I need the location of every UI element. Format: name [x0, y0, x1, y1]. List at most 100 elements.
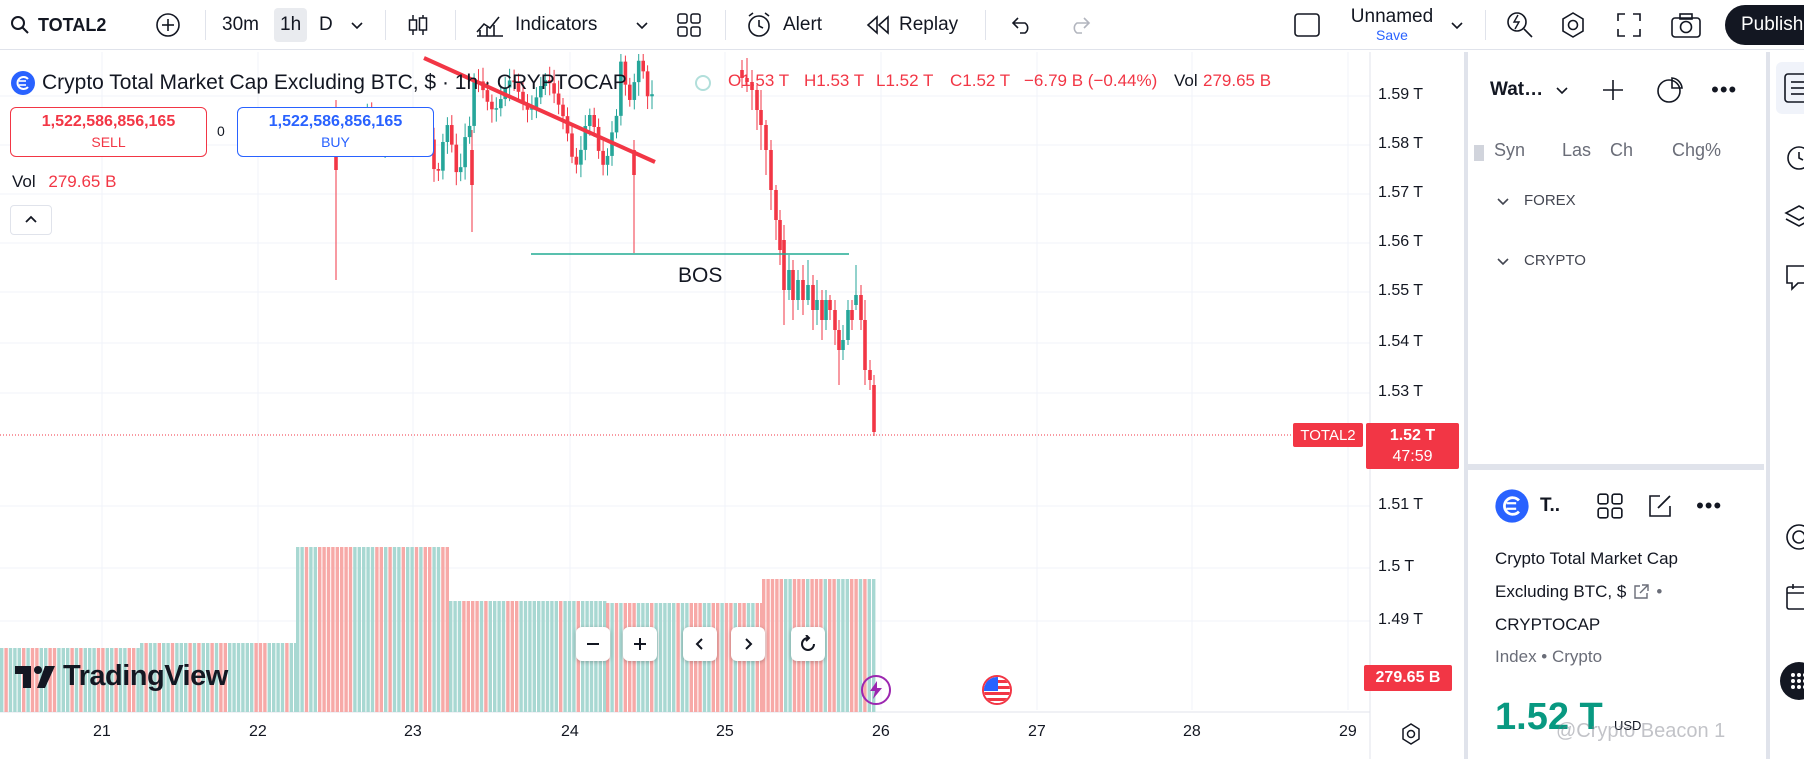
column-change[interactable]: Ch — [1610, 140, 1634, 160]
indicators-button[interactable]: Indicators — [475, 0, 597, 50]
volume-bar — [272, 643, 276, 712]
volume-bar — [17, 648, 21, 712]
volume-bar — [488, 601, 492, 712]
layout-checkbox[interactable] — [1293, 0, 1321, 50]
volume-bar — [88, 648, 92, 712]
sell-button[interactable]: 1,522,586,856,165 SELL — [10, 107, 207, 157]
interval-dropdown[interactable] — [350, 0, 364, 50]
minus-icon — [587, 643, 599, 645]
snapshot-button[interactable] — [1670, 0, 1702, 50]
chat-icon[interactable] — [1784, 262, 1804, 292]
volume-price-tag: 279.65 B — [1364, 665, 1452, 691]
indicators-dropdown[interactable] — [635, 0, 649, 50]
panel-divider[interactable] — [1468, 464, 1764, 470]
volume-bar — [331, 547, 335, 712]
interval-d[interactable]: D — [319, 14, 333, 35]
bos-label[interactable]: BOS — [678, 264, 723, 287]
volume-bar — [462, 601, 466, 712]
event-us-flag-icon[interactable] — [982, 675, 1012, 705]
scroll-handle[interactable] — [1474, 145, 1484, 161]
symbol-search[interactable]: TOTAL2 — [10, 0, 106, 50]
scroll-left-button[interactable] — [683, 627, 717, 661]
layout-name-button[interactable]: Unnamed Save — [1342, 6, 1442, 43]
edit-icon[interactable] — [1646, 492, 1674, 520]
fullscreen-button[interactable] — [1616, 0, 1642, 50]
collapse-legend-button[interactable] — [10, 205, 52, 235]
time-axis-settings-button[interactable] — [1398, 721, 1424, 752]
volume-bar — [449, 601, 453, 712]
more-options-icon[interactable]: ••• — [1711, 77, 1738, 102]
interval-30m[interactable]: 30m — [222, 14, 259, 35]
volume-bar — [828, 579, 832, 712]
candle-body — [494, 108, 499, 110]
buy-button[interactable]: 1,522,586,856,165 BUY — [237, 107, 434, 157]
volume-bar — [105, 648, 109, 712]
watchlist-title[interactable]: Wat… — [1490, 79, 1544, 100]
candle-body — [850, 310, 854, 320]
trend-line[interactable] — [423, 56, 656, 164]
interval-1h[interactable]: 1h — [274, 0, 308, 50]
templates-button[interactable] — [676, 0, 702, 50]
pie-chart-icon[interactable] — [1655, 75, 1685, 105]
candle-body — [854, 295, 858, 305]
volume-bar — [537, 601, 541, 712]
column-symbol[interactable]: Syn — [1494, 140, 1526, 160]
details-symbol[interactable]: T.. — [1540, 495, 1561, 516]
volume-bar — [61, 648, 65, 712]
volume-bar — [79, 648, 83, 712]
volume-bar — [96, 648, 101, 712]
watchlist-header: Wat… ••• — [1490, 72, 1760, 108]
sell-price: 1,522,586,856,165 — [41, 113, 176, 130]
bar-countdown: 47:59 — [1392, 448, 1433, 465]
apps-button[interactable] — [1780, 662, 1804, 700]
price-axis-label: 1.49 T — [1378, 611, 1424, 628]
calendar-icon[interactable] — [1784, 582, 1804, 612]
candle-body — [512, 80, 516, 83]
indicators-icon — [476, 16, 503, 37]
chart-pane[interactable]: BOS — [0, 52, 1460, 759]
layout-dropdown[interactable] — [1450, 0, 1464, 50]
volume-bar — [184, 643, 188, 712]
target-icon[interactable] — [1784, 522, 1804, 552]
volume-legend: Vol 279.65 B — [12, 172, 116, 192]
chart-canvas[interactable] — [0, 52, 1460, 759]
section-crypto[interactable]: CRYPTO — [1496, 252, 1586, 269]
compare-button[interactable] — [155, 0, 181, 50]
chart-type-button[interactable] — [405, 0, 431, 50]
column-change-pct[interactable]: Chg% — [1672, 140, 1722, 160]
undo-button[interactable] — [1010, 0, 1034, 50]
quick-search-button[interactable] — [1505, 0, 1535, 50]
volume-bar — [766, 579, 770, 712]
candle-body — [490, 101, 494, 110]
section-forex[interactable]: FOREX — [1496, 192, 1576, 209]
reset-chart-button[interactable] — [791, 627, 825, 661]
alert-button[interactable]: Alert — [745, 0, 822, 50]
candle-body — [556, 93, 561, 105]
event-lightning-icon[interactable] — [861, 675, 891, 705]
external-link-icon[interactable] — [1632, 583, 1650, 601]
layers-icon[interactable] — [1784, 202, 1804, 232]
column-last[interactable]: Las — [1562, 140, 1592, 160]
more-options-icon[interactable]: ••• — [1696, 493, 1723, 518]
volume-bar — [471, 601, 475, 712]
chevron-down-icon[interactable] — [1555, 83, 1569, 97]
legend-title[interactable]: Crypto Total Market Cap Excluding BTC, $… — [42, 71, 627, 94]
add-symbol-icon[interactable] — [1601, 78, 1625, 102]
volume-bar — [57, 648, 61, 712]
replay-button[interactable]: Replay — [865, 0, 958, 50]
candle-body — [458, 167, 463, 173]
zoom-in-button[interactable] — [623, 627, 657, 661]
candle-body — [755, 90, 759, 110]
publish-button[interactable]: Publish — [1725, 5, 1804, 45]
grid-icon[interactable] — [1596, 492, 1624, 520]
watchlist-tab-button[interactable] — [1776, 62, 1804, 114]
volume-bar — [366, 547, 370, 712]
redo-button[interactable] — [1068, 0, 1092, 50]
scroll-right-button[interactable] — [731, 627, 765, 661]
settings-button[interactable] — [1558, 0, 1588, 50]
details-exchange[interactable]: CRYPTOCAP — [1495, 615, 1601, 634]
volume-bar — [663, 603, 667, 712]
tradingview-logo[interactable]: TradingView — [15, 660, 228, 693]
alarm-icon[interactable] — [1784, 142, 1804, 172]
zoom-out-button[interactable] — [576, 627, 610, 661]
